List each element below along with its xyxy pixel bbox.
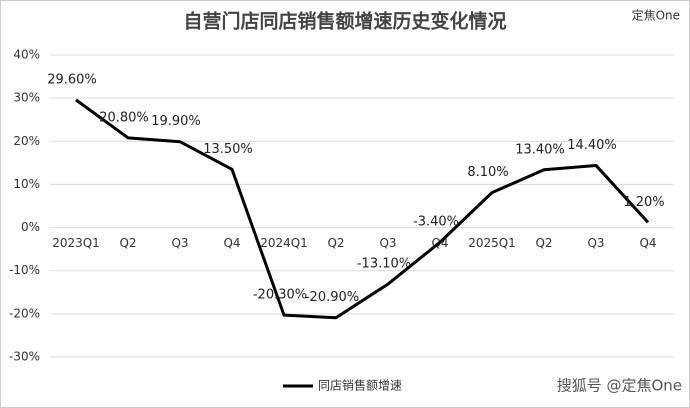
y-tick-label: 20% <box>13 134 40 148</box>
value-label: 8.10% <box>467 165 508 180</box>
value-label: 13.50% <box>203 142 253 157</box>
x-tick-label: 2024Q1 <box>260 236 308 250</box>
watermark: 搜狐号 @定焦One <box>557 377 682 395</box>
y-tick-label: 30% <box>13 91 40 105</box>
x-tick-label: Q3 <box>587 236 604 250</box>
x-tick-label: Q4 <box>223 236 240 250</box>
y-tick-label: -10% <box>9 263 40 277</box>
x-tick-label: 2025Q1 <box>468 236 516 250</box>
x-tick-label: 2023Q1 <box>52 236 100 250</box>
watermark: 定焦One <box>632 8 680 23</box>
value-label: 1.20% <box>623 195 664 210</box>
value-label: -13.10% <box>357 257 411 272</box>
value-label: 14.40% <box>567 138 617 153</box>
y-tick-label: 10% <box>13 177 40 191</box>
value-label: 19.90% <box>151 114 201 129</box>
x-tick-label: Q3 <box>379 236 396 250</box>
value-label: -3.40% <box>413 215 459 230</box>
y-tick-label: -30% <box>9 350 40 364</box>
value-label: -20.90% <box>305 290 359 305</box>
y-tick-label: -20% <box>9 306 40 320</box>
line-series <box>75 98 650 320</box>
y-tick-label: 40% <box>13 48 40 62</box>
legend-label: 同店销售额增速 <box>318 378 402 393</box>
value-label: 20.80% <box>99 110 149 125</box>
x-tick-label: Q2 <box>119 236 136 250</box>
x-tick-label: Q2 <box>327 236 344 250</box>
value-label: 13.40% <box>515 142 565 157</box>
x-tick-label: Q2 <box>535 236 552 250</box>
y-tick-label: 0% <box>21 220 40 234</box>
value-label: 29.60% <box>47 72 97 87</box>
chart-title: 自营门店同店销售额增速历史变化情况 <box>183 10 506 33</box>
value-label: -20.30% <box>253 288 307 303</box>
x-tick-label: Q4 <box>639 236 656 250</box>
x-tick-label: Q3 <box>171 236 188 250</box>
